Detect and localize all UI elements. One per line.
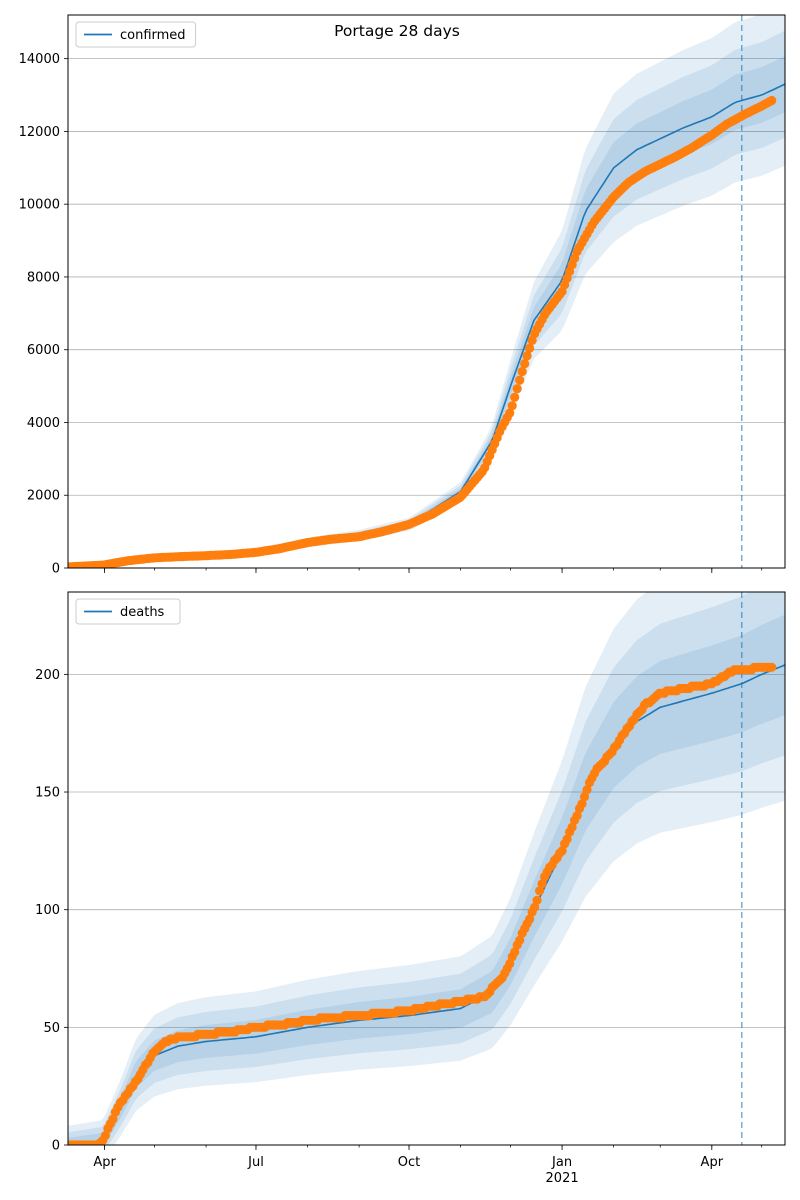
x-tick-label: Oct [398,1155,420,1170]
observed-point [525,343,535,353]
observed-point [515,935,525,945]
observed-point [572,811,582,821]
figure-title: Portage 28 days [334,22,460,40]
y-tick-label: 0 [52,1139,60,1154]
x-tick-label: Apr [93,1155,116,1170]
observed-point [510,947,520,957]
uncertainty-band [68,15,785,568]
legend: confirmed [75,21,197,48]
y-tick-label: 50 [43,1021,60,1036]
y-tick-label: 2000 [27,489,60,504]
observed-point [512,384,522,394]
uncertainty-band [68,592,785,1145]
x-tick-label: Apr [701,1155,724,1170]
confirmed-panel: 0 2000 4000 6000 8000 10000 12000 14000 confirme… [19,14,786,577]
y-tick-label: 14000 [19,52,60,67]
legend-label: deaths [120,605,165,620]
y-tick-label: 0 [52,562,60,577]
observed-point [557,846,567,856]
observed-point [532,895,542,905]
observed-point [515,375,525,385]
observed-point [507,401,517,411]
y-tick-label: 100 [35,903,60,918]
legend-box [75,21,197,48]
observed-point [535,886,545,896]
model-line [68,664,785,1145]
uncertainty-band [68,30,785,568]
observed-point [530,902,540,912]
uncertainty-band [68,614,785,1145]
uncertainty-band [68,56,785,568]
y-tick-label: 8000 [27,270,60,285]
observed-point [579,792,590,802]
observed-points [68,662,777,1145]
observed-point [505,959,515,969]
observed-point [517,366,527,377]
uncertainty-bands [68,592,785,1145]
observed-point [525,914,535,924]
axes-frame [67,14,786,569]
observed-point [577,799,587,809]
y-tick-label: 4000 [27,416,60,431]
observed-point [767,95,777,106]
observed-point [562,834,572,844]
observed-point [100,1131,110,1141]
legend-label: confirmed [120,28,186,43]
observed-point [567,822,577,832]
x-tick-label: Jan [551,1155,572,1170]
y-tick-label: 150 [35,786,60,801]
y-tick-label: 10000 [19,198,60,213]
observed-point [505,408,515,418]
uncertainty-band [68,592,785,1145]
observed-point [537,879,547,889]
axes-frame [67,591,786,1146]
observed-point [108,1114,118,1124]
observed-point [520,359,530,369]
y-tick-label: 12000 [19,125,60,140]
observed-point [522,351,532,361]
legend: deaths [75,598,181,625]
x-tick-label: Jul [247,1155,264,1170]
observed-point [582,785,592,795]
legend-box [75,598,181,625]
x-tick-sublabel: 2021 [546,1171,579,1186]
y-tick-label: 200 [35,668,60,683]
observed-points [68,95,777,568]
y-tick-label: 6000 [27,343,60,358]
observed-point [767,662,777,672]
uncertainty-bands [68,15,785,568]
observed-point [510,392,520,402]
